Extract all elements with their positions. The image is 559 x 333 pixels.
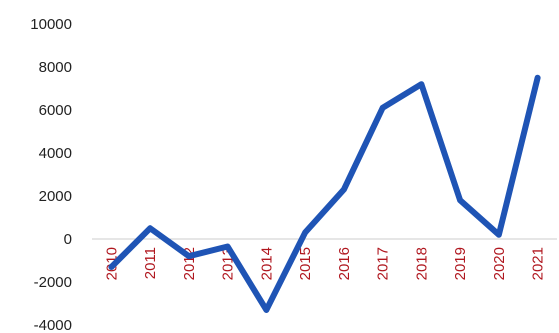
x-tick-label: 2011 [142,247,159,279]
y-axis: -4000 -2000 0 2000 4000 6000 8000 10000 [30,16,72,333]
x-axis: 2010 2011 2012 2013 2014 2015 2016 2017 2018 2019… [103,247,546,280]
x-tick-label: 2020 [491,247,508,280]
y-tick-label: 2000 [39,188,72,205]
x-tick-label: 2019 [452,247,469,280]
y-tick-label: -4000 [34,317,72,333]
x-tick-label: 2021 [530,247,547,280]
y-tick-label: 10000 [30,16,72,33]
x-tick-label: 2015 [297,247,314,280]
y-tick-label: -2000 [34,274,72,291]
x-tick-label: 2018 [413,247,430,280]
x-tick-label: 2016 [336,247,353,280]
y-tick-label: 0 [64,231,72,248]
series-line [108,74,541,313]
x-tick-label: 2017 [375,247,392,280]
y-tick-label: 8000 [39,59,72,76]
y-tick-label: 4000 [39,145,72,162]
y-tick-label: 6000 [39,102,72,119]
x-tick-label: 2014 [258,247,275,280]
